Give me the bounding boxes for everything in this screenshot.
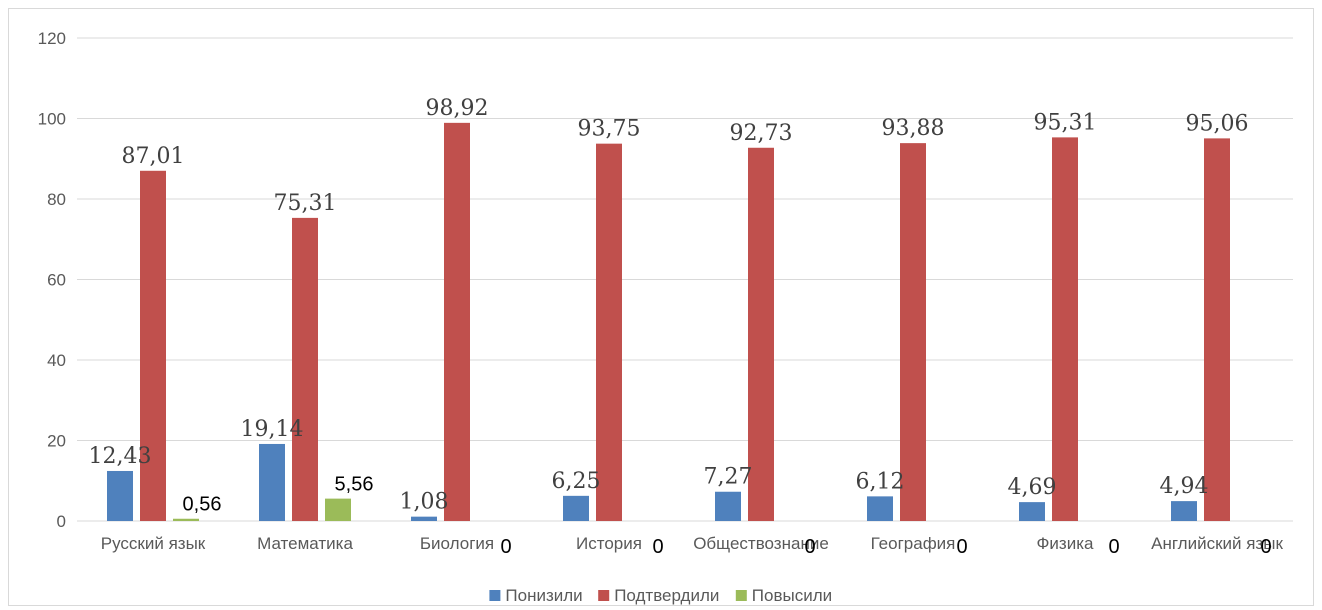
y-tick-label: 20 — [47, 432, 66, 451]
bar — [292, 217, 318, 521]
data-label: 4,94 — [1160, 474, 1209, 499]
bar — [1019, 502, 1045, 521]
bar — [1171, 501, 1197, 521]
legend-entry: Понизили — [505, 586, 582, 605]
data-label: 75,31 — [274, 191, 337, 216]
bar — [411, 516, 437, 521]
data-label: 95,31 — [1034, 110, 1097, 135]
legend-entry: Подтвердили — [614, 586, 719, 605]
data-label: 19,14 — [241, 417, 304, 442]
data-label: 0 — [956, 536, 967, 558]
bar — [1204, 138, 1230, 522]
x-category-label: Математика — [257, 534, 353, 553]
x-category-label: География — [871, 534, 956, 553]
bar — [325, 498, 351, 521]
data-label: 0 — [500, 536, 511, 558]
bar — [748, 147, 774, 521]
legend-entry: Повысили — [752, 586, 832, 605]
data-label: 1,08 — [400, 490, 449, 515]
data-label: 0 — [804, 536, 815, 558]
y-tick-label: 0 — [57, 512, 66, 531]
data-label: 12,43 — [89, 444, 152, 469]
data-label: 6,25 — [552, 469, 601, 494]
x-category-label: История — [576, 534, 642, 553]
bar — [867, 496, 893, 521]
y-tick-label: 40 — [47, 351, 66, 370]
bar — [140, 170, 166, 522]
data-label: 92,73 — [730, 121, 793, 146]
x-category-label: Английский язык — [1151, 534, 1283, 553]
data-label: 98,92 — [426, 96, 489, 121]
bar — [1052, 137, 1078, 521]
x-category-label: Русский язык — [101, 534, 206, 553]
bar — [715, 491, 741, 521]
data-label: 4,69 — [1008, 475, 1057, 500]
legend-swatch — [598, 590, 610, 601]
data-label: 0 — [1260, 536, 1271, 558]
data-label: 7,27 — [704, 465, 753, 490]
data-label: 0,56 — [183, 494, 222, 516]
data-label: 95,06 — [1186, 111, 1249, 136]
bar — [107, 470, 133, 521]
y-tick-label: 120 — [38, 29, 66, 48]
data-label: 0 — [1108, 536, 1119, 558]
data-label: 5,56 — [335, 474, 374, 496]
x-category-label: Физика — [1037, 534, 1095, 553]
bar — [444, 122, 470, 522]
bar — [900, 143, 926, 521]
y-tick-label: 80 — [47, 190, 66, 209]
data-label: 87,01 — [122, 144, 185, 169]
bar — [259, 443, 285, 521]
bar — [596, 143, 622, 521]
data-label: 0 — [652, 536, 663, 558]
legend-swatch — [735, 590, 747, 601]
bar — [563, 495, 589, 521]
x-category-label: Биология — [420, 534, 494, 553]
bar — [173, 518, 199, 521]
data-label: 6,12 — [856, 469, 905, 494]
legend-swatch — [489, 590, 501, 601]
data-label: 93,88 — [882, 116, 945, 141]
y-tick-label: 60 — [47, 271, 66, 290]
y-tick-label: 100 — [38, 110, 66, 129]
data-label: 93,75 — [578, 117, 641, 142]
chart-frame — [8, 8, 1314, 606]
x-category-label: Обществознание — [693, 534, 829, 553]
